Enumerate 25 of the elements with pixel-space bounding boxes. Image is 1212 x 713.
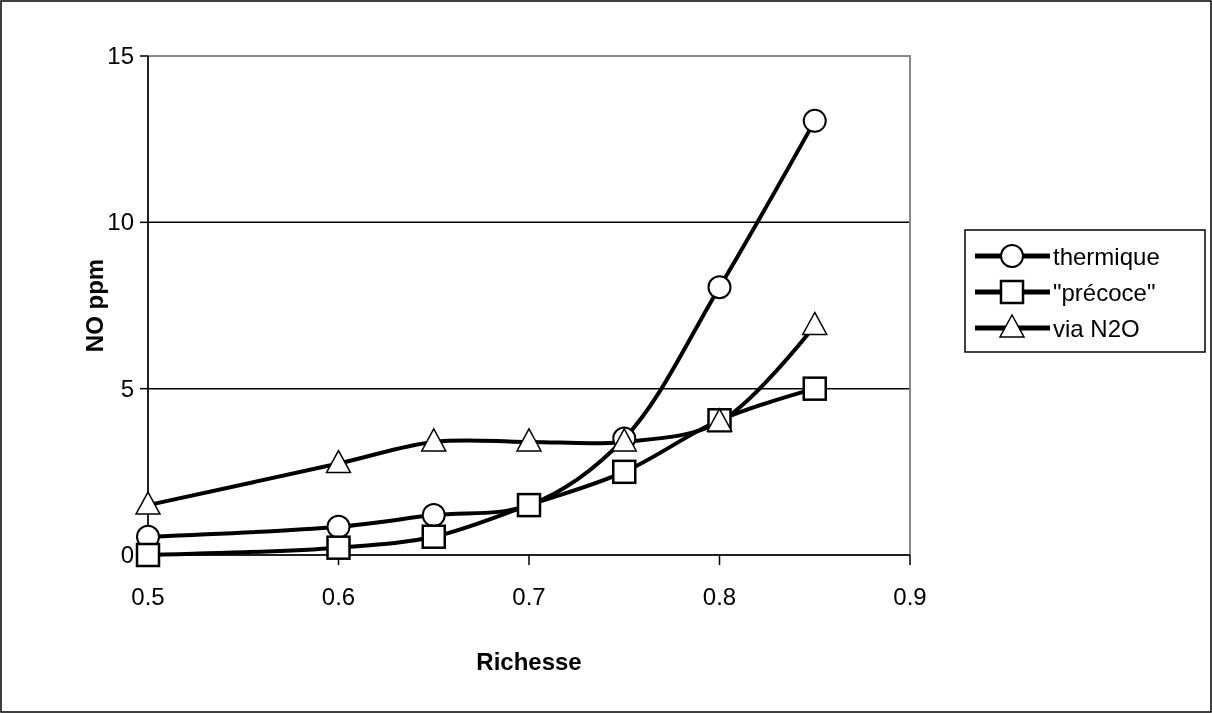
point [421, 428, 447, 452]
point [802, 311, 828, 336]
legend-label: via N2O [1053, 315, 1140, 342]
point [421, 524, 446, 549]
x-tick-label: 0.7 [512, 583, 546, 610]
x-axis-title: Richesse [476, 648, 582, 675]
point [516, 428, 542, 452]
legend-label: "précoce" [1053, 279, 1156, 306]
y-tick-label: 10 [107, 208, 134, 236]
point [135, 542, 161, 568]
point [325, 449, 352, 474]
y-tick-label: 5 [120, 374, 134, 402]
y-tick-label: 15 [107, 42, 134, 69]
point [802, 376, 827, 401]
legend-label: thermique [1053, 243, 1160, 270]
x-tick-label: 0.6 [321, 583, 356, 610]
point [135, 491, 161, 515]
x-tick-label: 0.5 [131, 583, 165, 610]
x-tick-label: 0.8 [702, 583, 737, 610]
point [612, 459, 637, 485]
point [326, 535, 351, 560]
y-tick-label: 0 [120, 541, 134, 568]
x-tick-label: 0.9 [893, 583, 927, 610]
point [707, 275, 732, 300]
y-axis-title: NO ppm [81, 258, 108, 353]
